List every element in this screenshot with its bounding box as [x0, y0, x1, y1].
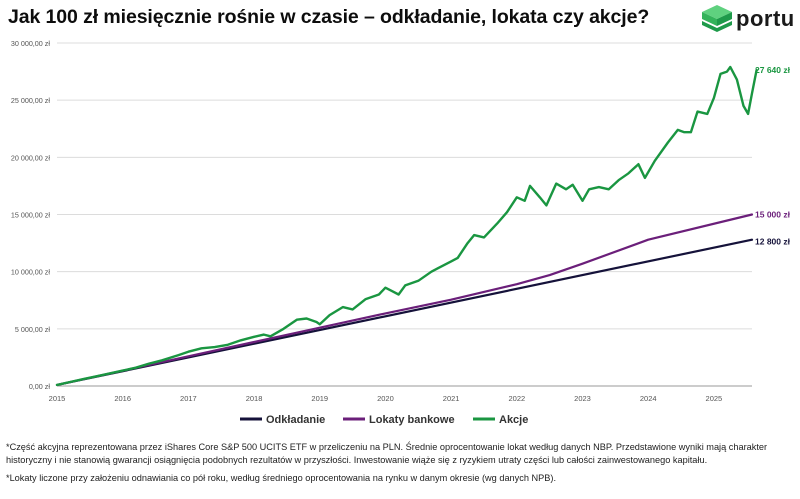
end-value-label: 15 000 zł [755, 210, 791, 220]
x-tick-label: 2019 [311, 394, 328, 403]
x-tick-label: 2022 [508, 394, 525, 403]
y-tick-label: 5 000,00 zł [15, 325, 51, 334]
legend-label: Akcje [499, 414, 528, 426]
y-tick-label: 0,00 zł [29, 382, 51, 391]
chart-title: Jak 100 zł miesięcznie rośnie w czasie –… [8, 6, 650, 28]
y-tick-label: 20 000,00 zł [11, 153, 51, 162]
x-tick-label: 2015 [49, 394, 66, 403]
portu-logo-icon [702, 5, 732, 32]
y-tick-label: 30 000,00 zł [11, 39, 51, 48]
x-tick-label: 2017 [180, 394, 197, 403]
x-tick-label: 2020 [377, 394, 394, 403]
legend: Odkładanie Lokaty bankowe Akcje [240, 414, 528, 426]
brand-name: portu [736, 6, 795, 31]
legend-label: Odkładanie [266, 414, 325, 426]
x-tick-label: 2018 [246, 394, 263, 403]
x-tick-label: 2025 [706, 394, 723, 403]
x-tick-label: 2016 [114, 394, 131, 403]
footnote-1: *Część akcyjna reprezentowana przez iSha… [6, 442, 768, 465]
y-axis-ticks: 0,00 zł 5 000,00 zł 10 000,00 zł 15 000,00 … [11, 39, 51, 391]
series-line-Akcje [55, 65, 758, 387]
portu-logo: portu [700, 4, 796, 36]
y-tick-label: 10 000,00 zł [11, 268, 51, 277]
footnote-2: *Lokaty liczone przy założeniu odnawiani… [6, 473, 557, 483]
legend-label: Lokaty bankowe [369, 414, 455, 426]
end-value-label: 27 640 zł [755, 65, 791, 75]
end-labels: 12 800 zł 15 000 zł 27 640 zł [755, 65, 791, 247]
x-tick-label: 2021 [443, 394, 460, 403]
gridlines [57, 42, 752, 387]
line-chart: 0,00 zł 5 000,00 zł 10 000,00 zł 15 000,00 … [11, 39, 791, 426]
x-tick-label: 2024 [640, 394, 657, 403]
series-line-Lokaty bankowe [55, 213, 754, 386]
y-tick-label: 25 000,00 zł [11, 96, 51, 105]
y-tick-label: 15 000,00 zł [11, 211, 51, 220]
series-lines [55, 65, 758, 387]
x-axis-ticks: 2015 2016 2017 2018 2019 2020 2021 2022 2023 2024… [49, 394, 723, 403]
end-value-label: 12 800 zł [755, 237, 791, 247]
x-tick-label: 2023 [574, 394, 591, 403]
